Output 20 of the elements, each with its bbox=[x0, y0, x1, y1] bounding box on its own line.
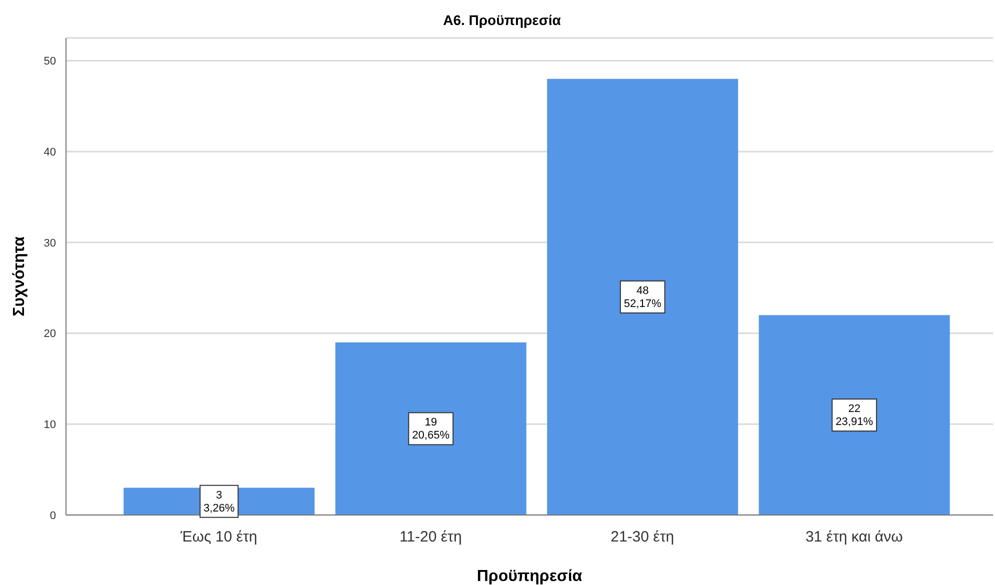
x-tick-label: 11-20 έτη bbox=[399, 528, 462, 546]
y-tick-label: 20 bbox=[44, 328, 56, 340]
y-tick-label: 30 bbox=[44, 237, 56, 250]
y-tick-label: 50 bbox=[44, 56, 56, 68]
data-label: 19 20,65% bbox=[412, 416, 450, 442]
y-axis-title: Συχνότητα bbox=[11, 236, 28, 316]
bar bbox=[335, 342, 526, 515]
bar bbox=[547, 78, 738, 515]
x-tick-label: Έως 10 έτη bbox=[180, 528, 258, 546]
chart-title: A6. Προϋπηρεσία bbox=[443, 12, 561, 28]
data-label: 22 23,91% bbox=[836, 403, 874, 428]
data-label: 48 52,17% bbox=[624, 284, 662, 310]
data-label: 3 3,26% bbox=[203, 489, 235, 514]
x-tick-label: 31 έτη και άνω bbox=[805, 528, 904, 546]
y-tick-label: 0 bbox=[50, 510, 56, 522]
x-tick-label: 21-30 έτη bbox=[610, 528, 674, 546]
x-axis-title: Προϋπηρεσία bbox=[476, 568, 582, 585]
bar bbox=[758, 315, 950, 515]
y-tick-label: 10 bbox=[44, 419, 56, 432]
y-tick-label: 40 bbox=[44, 146, 56, 158]
